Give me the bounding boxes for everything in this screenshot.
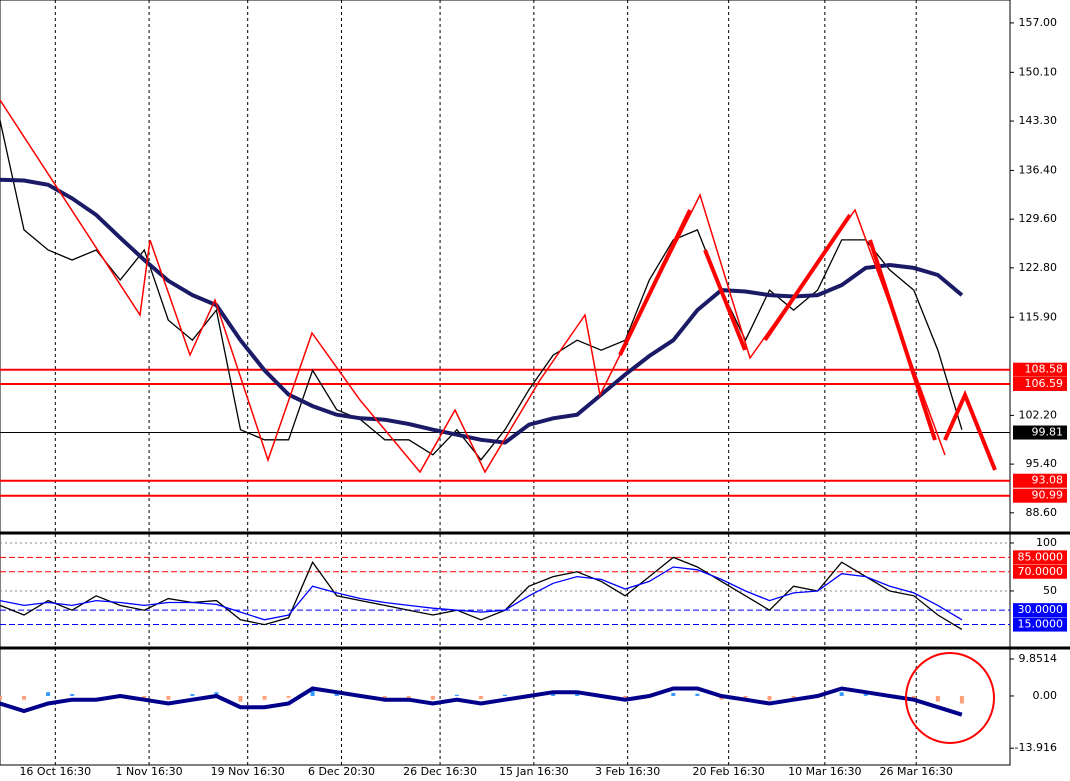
level-label: 85.0000 <box>1018 550 1064 563</box>
histogram-bar <box>238 695 243 702</box>
y-tick-label: 0.00 <box>1033 689 1058 702</box>
histogram-bar <box>623 695 628 698</box>
histogram-bar <box>0 695 2 700</box>
y-tick-label: 88.60 <box>1026 506 1058 519</box>
y-tick-label: 95.40 <box>1026 457 1058 470</box>
x-tick-label: 15 Jan 16:30 <box>499 765 569 778</box>
y-tick-label: 150.10 <box>1019 65 1058 78</box>
histogram-bar <box>695 693 700 696</box>
histogram-bar <box>839 692 844 696</box>
series-line <box>0 556 963 630</box>
x-tick-label: 20 Feb 16:30 <box>693 765 765 778</box>
y-tick-label: 136.40 <box>1019 163 1058 176</box>
zigzag <box>0 99 946 474</box>
series-line <box>0 566 963 621</box>
histogram-bar <box>503 694 507 696</box>
histogram-bar <box>430 695 435 700</box>
x-tick-label: 6 Dec 20:30 <box>308 765 375 778</box>
level-label: 99.81 <box>1032 426 1064 439</box>
histogram-bar <box>22 695 27 700</box>
x-tick-label: 10 Mar 16:30 <box>788 765 861 778</box>
level-label: 70.0000 <box>1018 565 1064 578</box>
arrow <box>703 249 747 351</box>
arrow <box>618 209 692 356</box>
histogram-bar <box>863 694 868 696</box>
histogram-bar <box>767 695 772 701</box>
level-label: 106.59 <box>1025 377 1064 390</box>
histogram-bar <box>262 695 267 700</box>
y-tick-label: 9.8514 <box>1019 652 1058 665</box>
y-tick-label: 122.80 <box>1019 261 1058 274</box>
y-tick-label: 102.20 <box>1019 408 1058 421</box>
level-label: 90.99 <box>1032 489 1064 502</box>
level-label-box <box>1013 425 1067 440</box>
histogram-bar <box>935 695 940 702</box>
histogram-bar <box>791 695 796 698</box>
histogram-bar <box>310 688 315 696</box>
histogram-bar <box>454 694 459 696</box>
level-label-box <box>1013 617 1067 632</box>
x-tick-label: 1 Nov 16:30 <box>116 765 183 778</box>
histogram-bar <box>478 695 483 699</box>
x-tick-label: 16 Oct 16:30 <box>19 765 91 778</box>
level-label-box <box>1013 362 1067 377</box>
histogram-bar <box>142 695 147 698</box>
histogram-bar <box>575 693 580 696</box>
annotations <box>0 99 997 744</box>
arrow <box>943 389 997 471</box>
y-tick-label: 50 <box>1043 584 1057 597</box>
series-line <box>0 686 963 717</box>
y-tick-label: 129.60 <box>1019 212 1058 225</box>
histogram-bar <box>286 695 291 698</box>
arrow <box>868 239 937 441</box>
histogram-bar <box>551 692 556 696</box>
histogram-bar <box>671 692 676 696</box>
arrow <box>763 213 852 342</box>
level-label: 93.08 <box>1032 474 1064 487</box>
histogram-bar <box>382 695 387 698</box>
highlight-circle <box>905 652 995 744</box>
series-line <box>0 177 964 445</box>
y-tick-label: 100 <box>1036 536 1057 549</box>
histogram-bar <box>190 694 195 696</box>
level-label-box <box>1013 564 1067 579</box>
level-label: 30.0000 <box>1018 603 1064 616</box>
series-line <box>0 120 963 461</box>
histogram-bar <box>959 695 964 704</box>
histogram-bar <box>70 694 75 696</box>
x-tick-label: 26 Dec 16:30 <box>403 765 477 778</box>
y-tick-label: 143.30 <box>1019 114 1058 127</box>
level-label: 15.0000 <box>1018 618 1064 631</box>
plot-frame <box>0 0 1011 766</box>
y-tick-label: 115.90 <box>1019 310 1058 323</box>
level-label-box <box>1013 376 1067 391</box>
histogram-bar <box>46 692 51 696</box>
x-tick-label: 3 Feb 16:30 <box>595 765 660 778</box>
x-tick-label: 26 Mar 16:30 <box>879 765 952 778</box>
level-label-box <box>1013 488 1067 503</box>
histogram-bar <box>166 695 171 700</box>
x-tick-label: 19 Nov 16:30 <box>211 765 285 778</box>
level-label-box <box>1013 603 1067 618</box>
y-tick-label: -13.916 <box>1015 741 1057 754</box>
level-label-box <box>1013 473 1067 488</box>
level-label: 108.58 <box>1025 363 1064 376</box>
histogram-bar <box>406 695 411 698</box>
y-tick-label: 157.00 <box>1019 16 1058 29</box>
level-label-box <box>1013 550 1067 565</box>
